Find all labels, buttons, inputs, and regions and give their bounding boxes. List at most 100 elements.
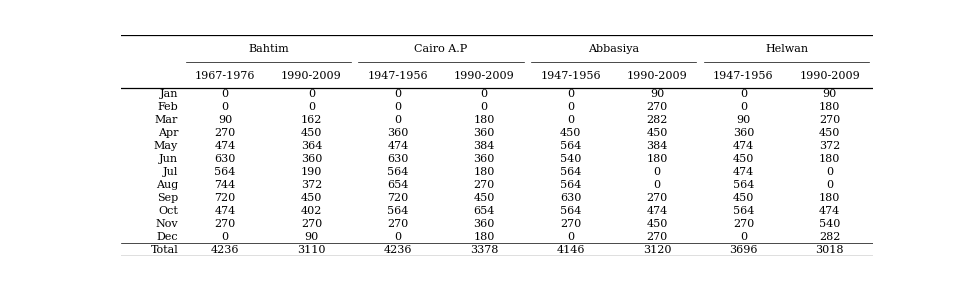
- Text: 162: 162: [300, 115, 322, 125]
- Text: 654: 654: [473, 206, 494, 216]
- Text: 180: 180: [818, 154, 839, 164]
- Text: Cairo A.P: Cairo A.P: [414, 44, 467, 54]
- Text: Sep: Sep: [157, 193, 178, 203]
- Text: 0: 0: [394, 232, 401, 242]
- Text: 564: 564: [387, 206, 408, 216]
- Text: 0: 0: [394, 89, 401, 99]
- Text: 720: 720: [214, 193, 235, 203]
- Text: 630: 630: [387, 154, 408, 164]
- Text: 474: 474: [732, 167, 753, 177]
- Text: 450: 450: [732, 154, 753, 164]
- Text: 564: 564: [732, 180, 753, 190]
- Text: 3110: 3110: [297, 245, 326, 255]
- Text: 90: 90: [822, 89, 836, 99]
- Text: 1990-2009: 1990-2009: [281, 71, 341, 81]
- Text: 384: 384: [473, 141, 494, 151]
- Text: 450: 450: [645, 219, 667, 229]
- Text: 450: 450: [300, 128, 322, 138]
- Text: 450: 450: [300, 193, 322, 203]
- Text: Mar: Mar: [155, 115, 178, 125]
- Text: 1990-2009: 1990-2009: [453, 71, 515, 81]
- Text: Bahtim: Bahtim: [248, 44, 289, 54]
- Text: 630: 630: [559, 193, 580, 203]
- Text: 0: 0: [221, 102, 229, 112]
- Text: 3696: 3696: [729, 245, 757, 255]
- Text: 564: 564: [559, 180, 580, 190]
- Text: 450: 450: [473, 193, 494, 203]
- Text: 0: 0: [826, 180, 832, 190]
- Text: 372: 372: [819, 141, 839, 151]
- Text: 564: 564: [559, 167, 580, 177]
- Text: 270: 270: [645, 232, 667, 242]
- Text: 270: 270: [214, 219, 235, 229]
- Text: 0: 0: [739, 232, 746, 242]
- Text: 360: 360: [387, 128, 408, 138]
- Text: 282: 282: [645, 115, 667, 125]
- Text: 180: 180: [645, 154, 667, 164]
- Text: 0: 0: [307, 89, 315, 99]
- Text: 474: 474: [645, 206, 667, 216]
- Text: 270: 270: [559, 219, 580, 229]
- Text: 474: 474: [387, 141, 408, 151]
- Text: 180: 180: [473, 232, 494, 242]
- Text: 270: 270: [645, 102, 667, 112]
- Text: 270: 270: [819, 115, 839, 125]
- Text: 180: 180: [818, 102, 839, 112]
- Text: Helwan: Helwan: [765, 44, 807, 54]
- Text: 564: 564: [732, 206, 753, 216]
- Text: 90: 90: [649, 89, 664, 99]
- Text: Total: Total: [150, 245, 178, 255]
- Text: 0: 0: [481, 89, 487, 99]
- Text: May: May: [154, 141, 178, 151]
- Text: Aug: Aug: [156, 180, 178, 190]
- Text: 372: 372: [300, 180, 322, 190]
- Text: 654: 654: [387, 180, 408, 190]
- Text: 180: 180: [473, 115, 494, 125]
- Text: 0: 0: [307, 102, 315, 112]
- Text: 1967-1976: 1967-1976: [195, 71, 255, 81]
- Text: 360: 360: [473, 128, 494, 138]
- Text: 270: 270: [300, 219, 322, 229]
- Text: 450: 450: [818, 128, 839, 138]
- Text: 270: 270: [387, 219, 408, 229]
- Text: 630: 630: [214, 154, 235, 164]
- Text: Feb: Feb: [157, 102, 178, 112]
- Text: Jun: Jun: [159, 154, 178, 164]
- Text: 90: 90: [304, 232, 318, 242]
- Text: 1947-1956: 1947-1956: [367, 71, 427, 81]
- Text: 450: 450: [732, 193, 753, 203]
- Text: 360: 360: [732, 128, 753, 138]
- Text: 4236: 4236: [384, 245, 412, 255]
- Text: 1947-1956: 1947-1956: [712, 71, 773, 81]
- Text: 190: 190: [300, 167, 322, 177]
- Text: Jul: Jul: [163, 167, 178, 177]
- Text: 450: 450: [559, 128, 580, 138]
- Text: 402: 402: [300, 206, 322, 216]
- Text: 364: 364: [300, 141, 322, 151]
- Text: Abbasiya: Abbasiya: [587, 44, 639, 54]
- Text: 1990-2009: 1990-2009: [798, 71, 860, 81]
- Text: 564: 564: [559, 206, 580, 216]
- Text: 0: 0: [394, 102, 401, 112]
- Text: 282: 282: [818, 232, 839, 242]
- Text: 474: 474: [819, 206, 839, 216]
- Text: 0: 0: [653, 180, 660, 190]
- Text: 0: 0: [739, 102, 746, 112]
- Text: 564: 564: [214, 167, 235, 177]
- Text: 720: 720: [387, 193, 408, 203]
- Text: 0: 0: [653, 167, 660, 177]
- Text: 564: 564: [559, 141, 580, 151]
- Text: 0: 0: [221, 232, 229, 242]
- Text: 474: 474: [732, 141, 753, 151]
- Text: 0: 0: [567, 102, 574, 112]
- Text: 474: 474: [214, 206, 235, 216]
- Text: 0: 0: [567, 115, 574, 125]
- Text: 3120: 3120: [642, 245, 671, 255]
- Text: 4146: 4146: [556, 245, 584, 255]
- Text: 540: 540: [559, 154, 580, 164]
- Text: 474: 474: [214, 141, 235, 151]
- Text: 0: 0: [567, 89, 574, 99]
- Text: 270: 270: [214, 128, 235, 138]
- Text: 0: 0: [221, 89, 229, 99]
- Text: 270: 270: [645, 193, 667, 203]
